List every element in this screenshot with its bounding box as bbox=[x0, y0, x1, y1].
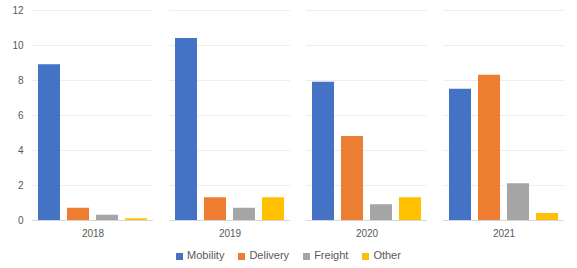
svg-text:2020: 2020 bbox=[356, 228, 379, 239]
svg-text:2018: 2018 bbox=[82, 228, 105, 239]
html-text:Mobility: Mobility bbox=[187, 249, 225, 261]
svg-text:0: 0 bbox=[18, 215, 24, 226]
svg-text:2021: 2021 bbox=[493, 228, 516, 239]
svg-text:4: 4 bbox=[18, 145, 24, 156]
html-text:Other: Other bbox=[373, 249, 401, 261]
svg-text:12: 12 bbox=[12, 5, 24, 16]
svg-text:2019: 2019 bbox=[219, 228, 242, 239]
svg-text:8: 8 bbox=[18, 75, 24, 86]
svg-text:2: 2 bbox=[18, 180, 24, 191]
html-text:Freight: Freight bbox=[314, 249, 349, 261]
svg-text:6: 6 bbox=[18, 110, 24, 121]
svg-text:10: 10 bbox=[12, 40, 24, 51]
html-text:Delivery: Delivery bbox=[249, 249, 290, 261]
